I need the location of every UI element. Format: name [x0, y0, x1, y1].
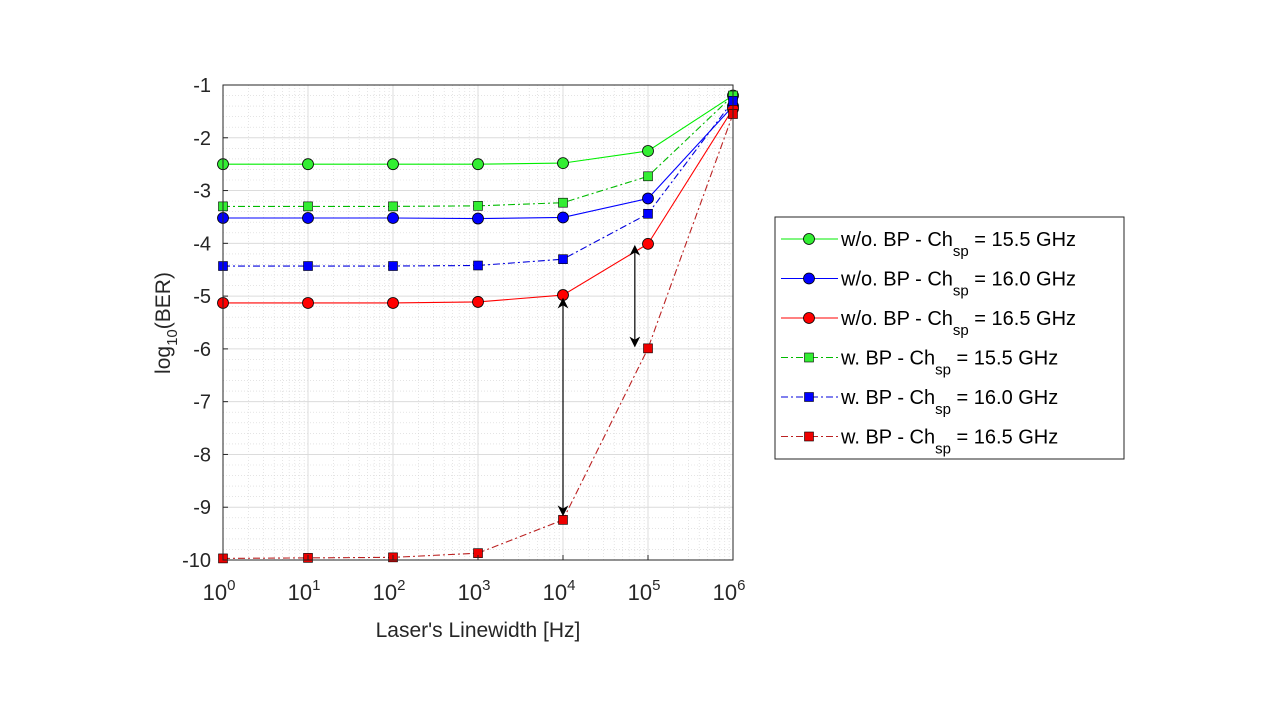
y-tick-label: -5 — [193, 286, 211, 308]
data-point — [643, 171, 653, 182]
y-tick-label: -8 — [193, 444, 211, 466]
x-tick-label: 105 — [628, 577, 661, 605]
legend-swatch-marker — [804, 392, 814, 402]
data-point — [642, 145, 654, 157]
x-tick-label: 100 — [203, 577, 236, 605]
legend-label: w. BP - Chsp = 15.5 GHz — [840, 348, 1058, 379]
data-point — [388, 201, 398, 212]
y-tick-label: -10 — [182, 550, 211, 572]
data-point — [388, 261, 398, 271]
data-point — [472, 296, 484, 308]
data-point — [558, 254, 568, 264]
legend-box — [774, 216, 1125, 460]
annotation-layer — [557, 244, 641, 517]
x-axis-label: Laser's Linewidth [Hz] — [376, 619, 581, 642]
legend-entry-4: w. BP - Chsp = 15.5 GHz — [781, 348, 1058, 379]
series-2 — [217, 100, 739, 225]
y-tick-label: -9 — [193, 497, 211, 519]
data-point — [302, 297, 314, 309]
legend-entry-1: w/o. BP - Chsp = 15.5 GHz — [781, 229, 1076, 260]
x-tick-label: 102 — [373, 577, 406, 605]
legend-label: w/o. BP - Chsp = 15.5 GHz — [840, 229, 1076, 260]
data-point — [557, 157, 569, 170]
y-tick-label: -6 — [193, 339, 211, 361]
data-point — [558, 197, 568, 208]
data-point — [643, 343, 653, 354]
data-point — [303, 261, 313, 271]
y-axis-ticks: -10 -9 -8 -7 -6 -5 -4 -3 -2 -1 — [182, 75, 228, 572]
data-point — [558, 515, 568, 525]
y-axis-label: log10(BER) — [152, 272, 181, 374]
data-point — [387, 297, 399, 309]
x-tick-label: 106 — [713, 577, 746, 605]
legend-label: w. BP - Chsp = 16.5 GHz — [840, 427, 1058, 458]
legend-entry-3: w/o. BP - Chsp = 16.5 GHz — [781, 308, 1076, 339]
data-point — [642, 192, 654, 205]
data-point — [642, 237, 654, 250]
y-tick-label: -7 — [193, 392, 211, 414]
legend-entry-5: w. BP - Chsp = 16.0 GHz — [781, 387, 1058, 418]
legend-entry-6: w. BP - Chsp = 16.5 GHz — [781, 427, 1058, 458]
x-tick-label: 104 — [543, 577, 576, 605]
x-tick-label: 103 — [458, 577, 491, 605]
legend-label: w/o. BP - Chsp = 16.5 GHz — [840, 308, 1076, 339]
x-tick-label: 101 — [288, 577, 321, 605]
data-point — [387, 158, 399, 171]
data-point — [302, 212, 314, 224]
data-point — [472, 212, 484, 225]
y-tick-label: -4 — [193, 233, 211, 255]
y-tick-label: -1 — [193, 75, 211, 97]
data-point — [387, 212, 399, 224]
y-tick-label: -2 — [193, 128, 211, 150]
data-point — [472, 158, 484, 171]
legend-entry-2: w/o. BP - Chsp = 16.0 GHz — [781, 269, 1076, 300]
legend: w/o. BP - Chsp = 15.5 GHz w/o. BP - Chsp … — [774, 216, 1125, 460]
legend-label: w. BP - Chsp = 16.0 GHz — [840, 387, 1058, 418]
data-point — [473, 260, 483, 271]
legend-swatch-marker — [804, 352, 814, 363]
y-tick-label: -3 — [193, 181, 211, 203]
legend-swatch-marker — [803, 233, 815, 245]
data-point — [557, 211, 569, 224]
legend-swatch-marker — [803, 272, 815, 285]
data-point — [643, 208, 653, 219]
legend-swatch-marker — [804, 431, 814, 442]
data-point — [303, 201, 313, 212]
x-axis-ticks: 100 101 102 103 104 105 106 — [203, 555, 746, 605]
data-point — [473, 201, 483, 211]
legend-label: w/o. BP - Chsp = 16.0 GHz — [840, 269, 1076, 300]
legend-swatch-marker — [803, 312, 815, 324]
data-point — [302, 158, 314, 171]
